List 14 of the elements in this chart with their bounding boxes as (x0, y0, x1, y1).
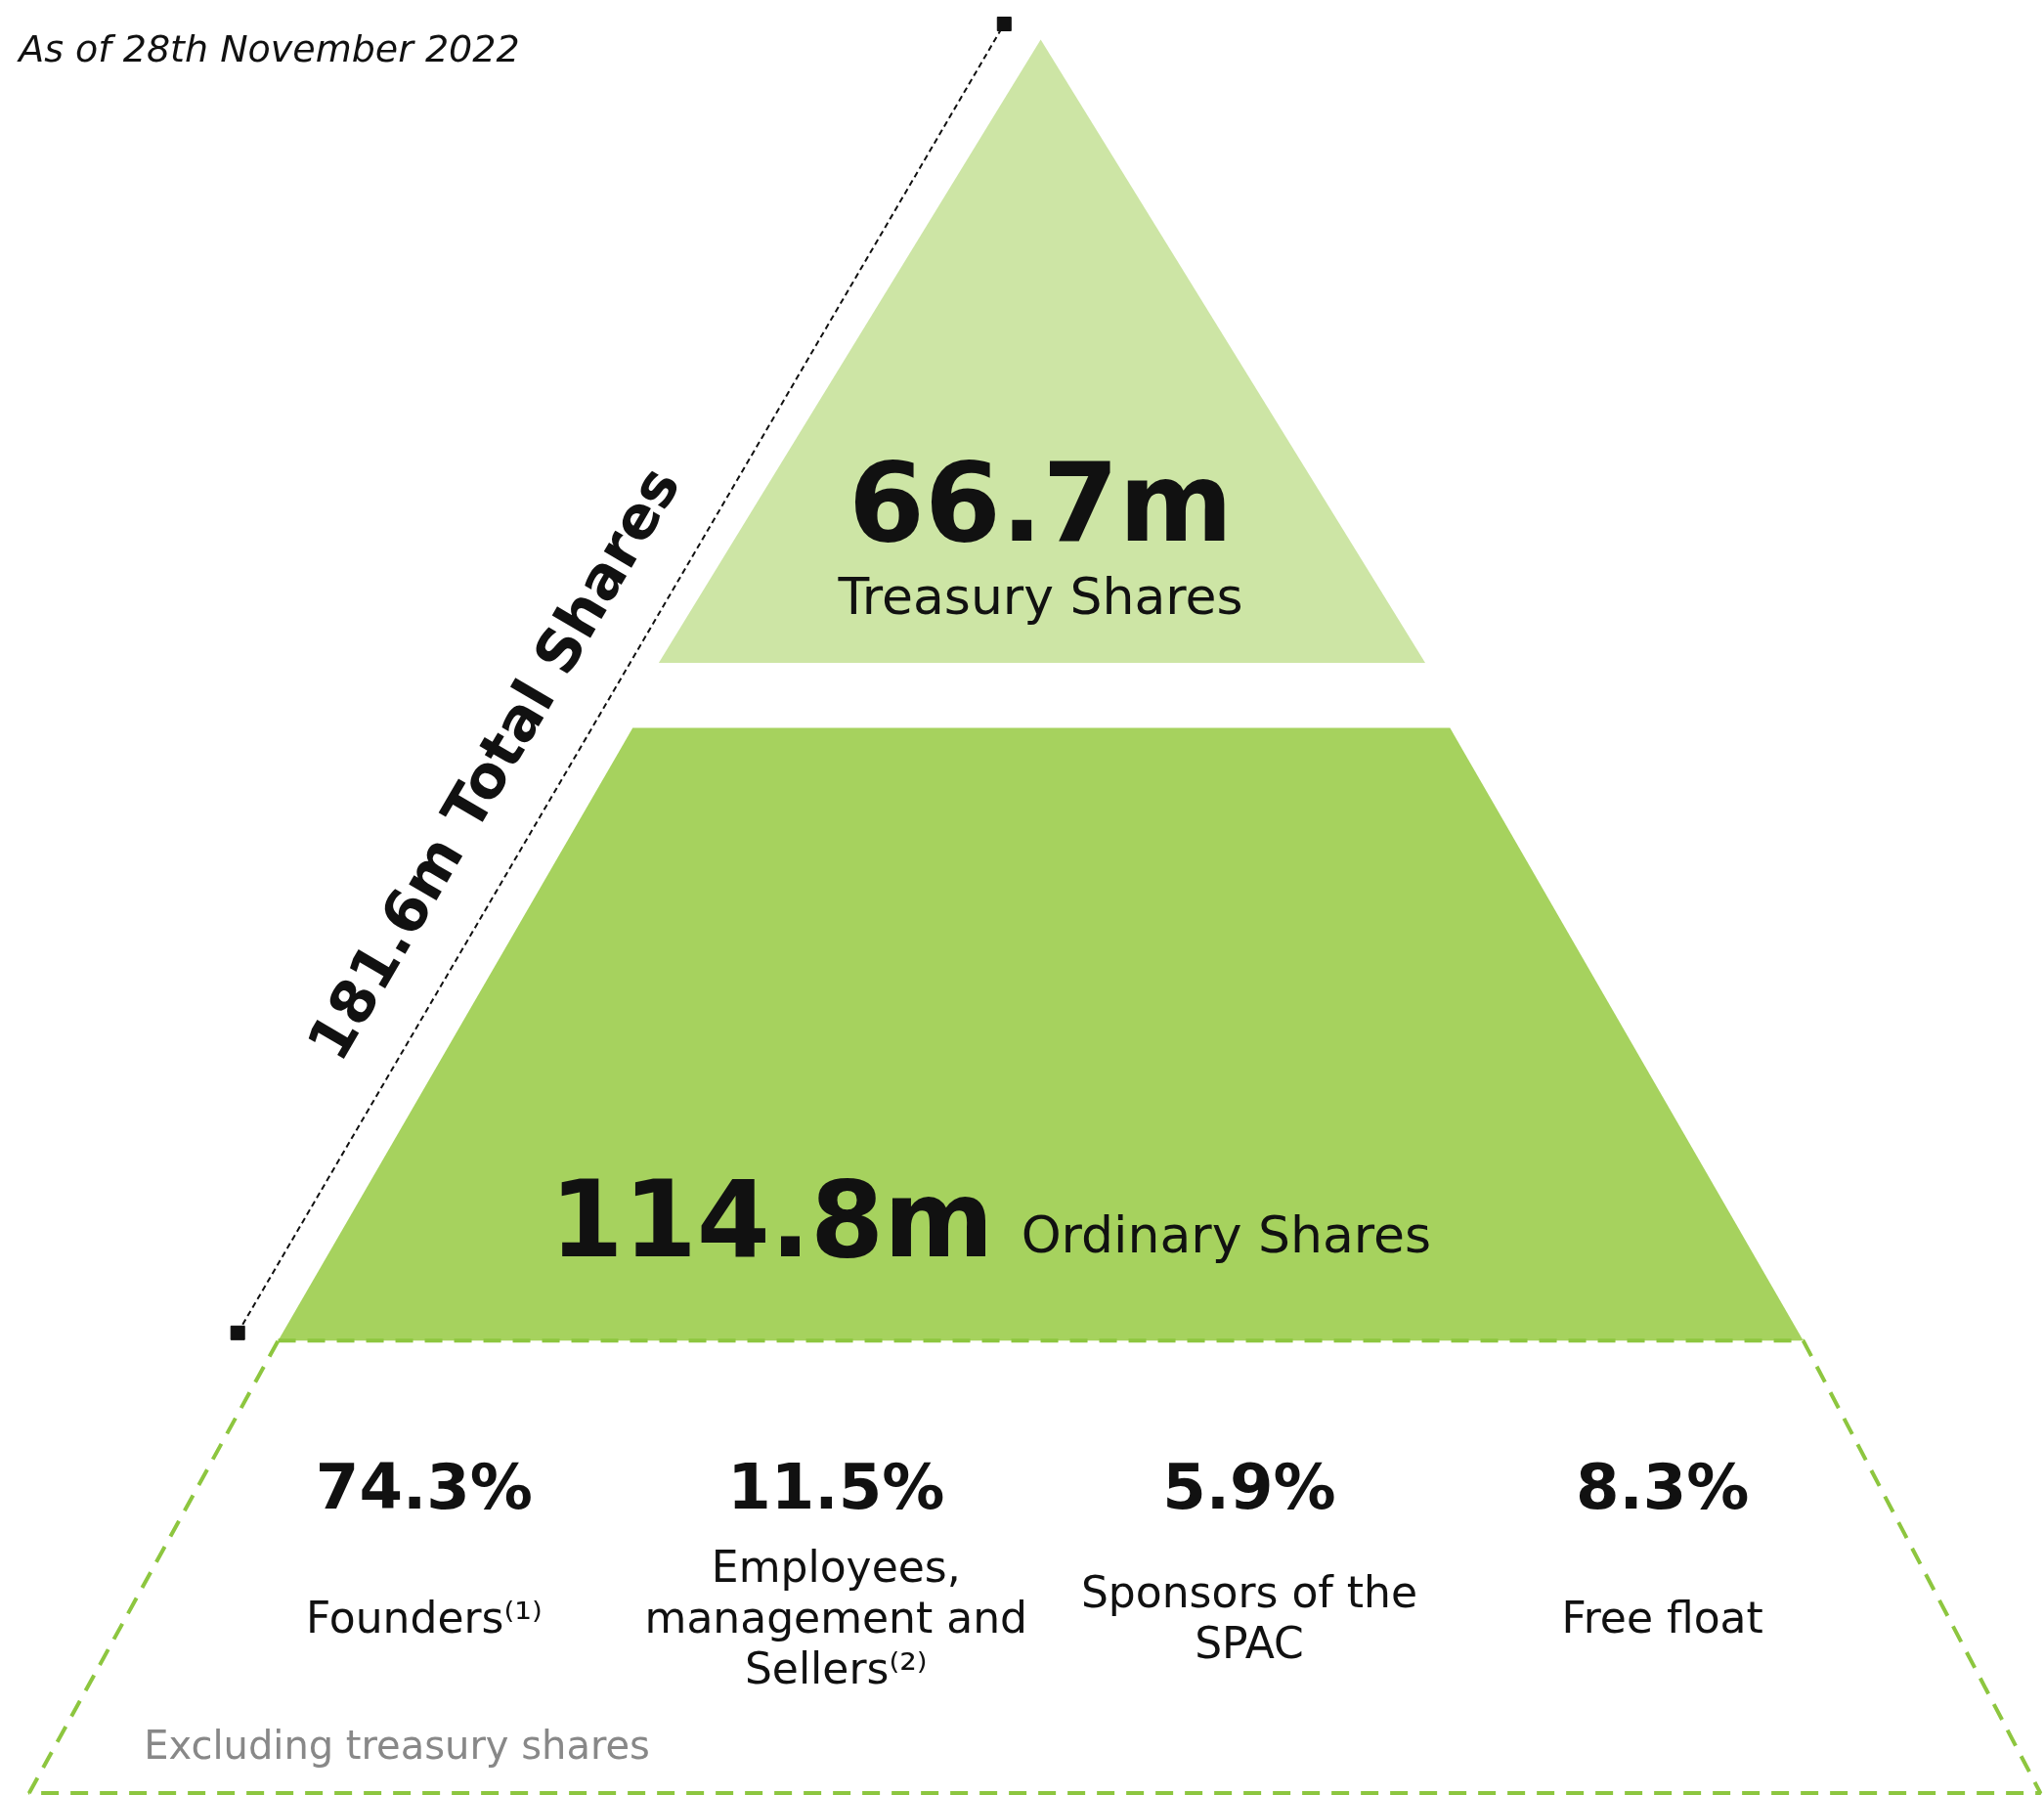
category-label: Sponsors of the SPAC (1080, 1566, 1418, 1668)
text: Excluding treasury shares (144, 1722, 650, 1768)
category-label: Ordinary Shares (1021, 1205, 1432, 1265)
data-label: 5.9% (1162, 1450, 1336, 1523)
data-label: 74.3% (315, 1450, 533, 1523)
category-label: Free float (1561, 1592, 1763, 1642)
data-label: 8.3% (1575, 1450, 1750, 1523)
text: As of 28th November 2022 (16, 26, 520, 70)
category-label: Employees, management and Sellers⁽²⁾ (644, 1541, 1028, 1693)
data-label: 66.7m (848, 438, 1234, 566)
data-label: 114.8m (549, 1158, 994, 1281)
category-label: Founders⁽¹⁾ (306, 1592, 543, 1642)
category-label: Treasury Shares (837, 566, 1243, 626)
data-label: 11.5% (727, 1450, 945, 1523)
